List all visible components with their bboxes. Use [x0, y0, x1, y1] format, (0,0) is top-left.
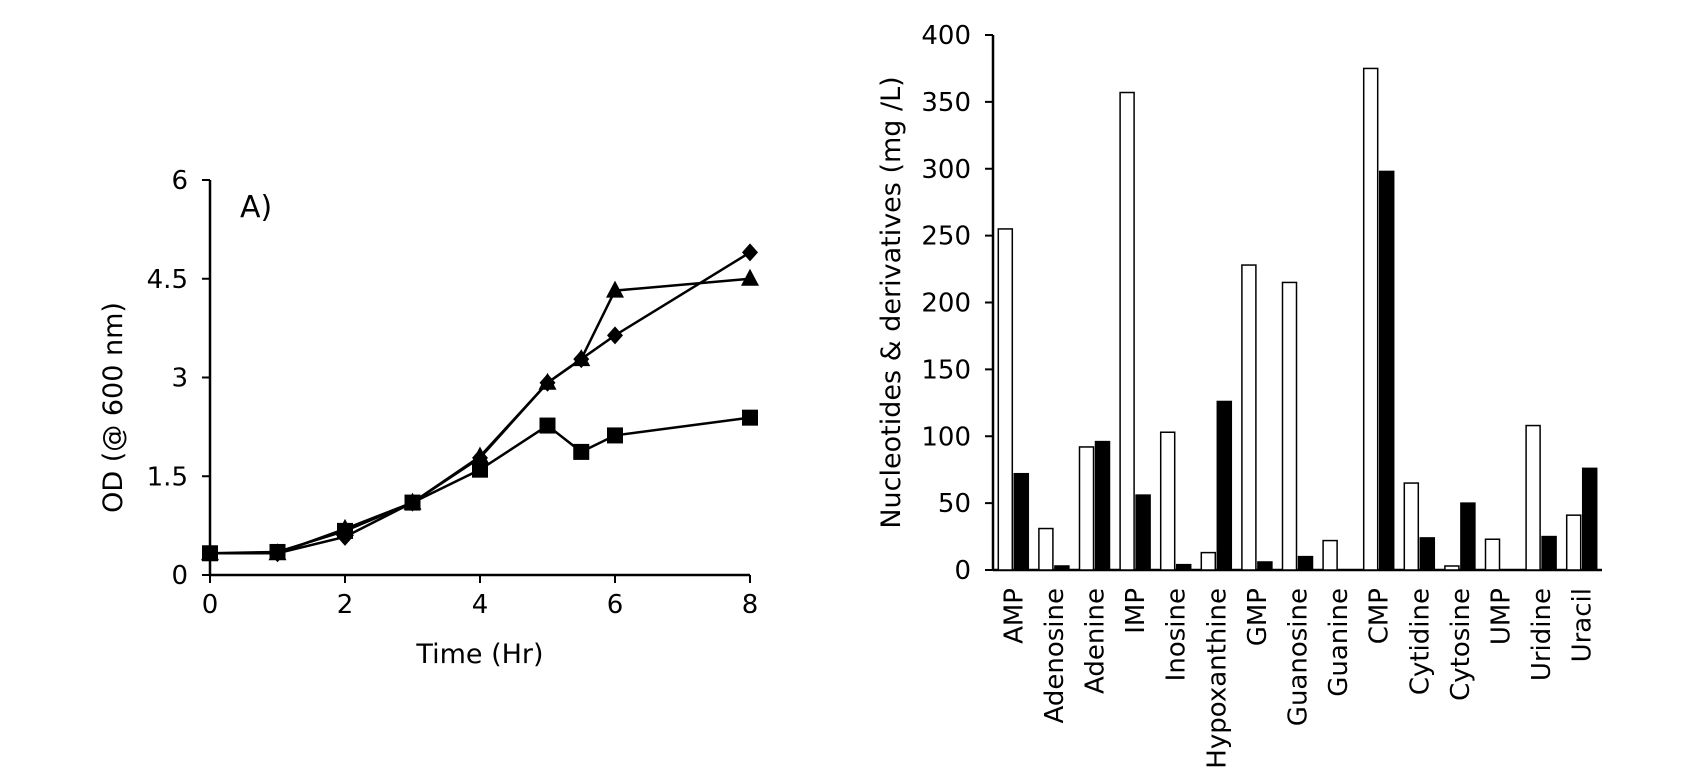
bar-chart-y-tick-label: 300 [921, 155, 971, 185]
growth-line-chart: 0 1.5 3 4.5 6 0 2 4 6 8 A) Time (Hr) OD (@ 600 n… [98, 166, 759, 670]
bar-chart-category-label: Guanosine [1284, 588, 1314, 726]
bar-chart-category-label: CMP [1365, 588, 1395, 644]
bar-chart-y-tick-label: 400 [921, 21, 971, 51]
bar-chart-y-tick-label: 100 [921, 422, 971, 452]
line-chart-y-tick-label: 1.5 [147, 462, 188, 492]
bar-chart-category-label: Adenine [1081, 588, 1111, 694]
line-chart-x-tick-label: 4 [472, 590, 489, 620]
bar-chart-category-label: Hypoxanthine [1202, 588, 1232, 769]
bar-chart-category-label: Inosine [1162, 588, 1192, 681]
line-chart-series-line [210, 277, 751, 555]
line-chart-y-tick-label: 6 [171, 166, 188, 196]
bar-chart-category-label: UMP [1487, 588, 1517, 645]
bar-chart-bar-filled [1419, 537, 1436, 571]
bar-chart-bar-open [1119, 91, 1135, 571]
line-chart-triangle-point [538, 372, 557, 390]
bar-chart-bar-open [1525, 424, 1541, 571]
line-chart-square-point [742, 409, 758, 426]
bar-chart-bar-open [1159, 431, 1176, 571]
bar-chart-bar-filled [1581, 467, 1598, 571]
line-chart-diamond-point [742, 243, 758, 262]
bar-chart-bar-filled [1297, 555, 1314, 571]
line-chart-x-tick-label: 8 [742, 590, 759, 620]
line-chart-y-axis-title: OD (@ 600 nm) [98, 302, 129, 513]
bar-chart-bar-filled [1054, 565, 1070, 571]
line-chart-square-point [539, 417, 556, 434]
bar-chart-category-label: Adenosine [1040, 588, 1070, 723]
bar-chart-bar-filled [1378, 170, 1395, 571]
bar-chart-bar-open [1038, 527, 1054, 571]
bar-chart-bar-open [1241, 264, 1257, 571]
bar-chart-bar-open [1444, 565, 1460, 571]
bar-chart-bar-filled [1541, 535, 1557, 571]
bar-chart-bar-open [1403, 482, 1420, 571]
panel-label: A) [240, 190, 272, 225]
line-chart-square-point [607, 427, 623, 444]
bar-chart-category-label: Cytosine [1446, 588, 1476, 701]
line-chart-y-tick-label: 3 [171, 364, 188, 394]
line-chart-square-point [337, 522, 353, 539]
bar-chart-y-axis-title: Nucleotides & derivatives (mg /L) [876, 76, 907, 528]
bar-chart-bar-filled [1013, 472, 1030, 571]
line-chart-x-tick-label: 6 [607, 590, 624, 620]
bar-chart-bar-open [997, 228, 1014, 571]
line-chart-triangle-point [606, 280, 624, 298]
line-chart-x-tick-label: 2 [337, 590, 354, 620]
bar-chart-category-labels: AMP Adenosine Adenine IMP Inosine Hypoxanthin… [999, 588, 1597, 769]
bar-chart-bar-filled [1175, 563, 1192, 571]
line-chart-y-ticks: 0 1.5 3 4.5 6 [147, 166, 210, 591]
bar-chart-bar-open [1322, 539, 1338, 571]
line-chart-x-ticks: 0 2 4 6 8 [202, 575, 759, 620]
line-chart-square-point [404, 494, 421, 511]
line-chart-x-axis-title: Time (Hr) [415, 639, 543, 670]
bar-chart-category-label: IMP [1121, 588, 1151, 634]
line-chart-diamond-point [607, 326, 623, 345]
bar-chart-bar-open [1281, 281, 1298, 571]
bar-chart-y-tick-label: 150 [921, 355, 971, 385]
bar-chart-bar-filled [1460, 502, 1476, 571]
line-chart-square-point [269, 543, 286, 560]
bar-chart-y-tick-label: 350 [921, 88, 971, 118]
line-chart-y-tick-label: 4.5 [147, 265, 188, 295]
line-chart-axes [208, 180, 750, 577]
bar-chart-category-label: Uridine [1527, 588, 1557, 681]
bar-chart-category-label: AMP [999, 588, 1029, 644]
line-chart-x-tick-label: 0 [202, 590, 219, 620]
bar-chart-bar-filled [1135, 494, 1151, 571]
line-chart-series [201, 243, 759, 563]
bar-chart-category-label: GMP [1243, 588, 1273, 646]
nucleotides-bar-chart: 0 50 100 150 200 250 300 350 400 AMP Adenosine Ade… [876, 21, 1602, 769]
bar-chart-bar-open [1078, 446, 1095, 571]
bar-chart-y-tick-label: 250 [921, 222, 971, 252]
line-chart-y-tick-label: 0 [171, 561, 188, 591]
line-chart-square-point [202, 545, 218, 562]
bar-chart-bar-open [1565, 514, 1582, 571]
bar-chart-category-label: Uracil [1568, 588, 1598, 662]
line-chart-triangle-point [471, 446, 489, 464]
bar-chart-bar-open [1200, 551, 1217, 571]
bar-chart-bar-filled [1094, 440, 1111, 571]
bar-chart-y-tick-label: 0 [954, 556, 971, 586]
line-chart-series-line [209, 416, 751, 555]
line-chart-series-line [210, 251, 751, 555]
bar-chart-y-tick-label: 200 [921, 289, 971, 319]
bar-chart-bar-filled [1257, 561, 1273, 571]
bar-chart-category-label: Guanine [1324, 588, 1354, 697]
line-chart-triangle-point [572, 349, 591, 367]
line-chart-square-point [472, 461, 488, 478]
line-chart-square-point [573, 443, 590, 460]
bar-chart-y-tick-label: 50 [938, 489, 971, 519]
bar-chart-bar-filled [1216, 400, 1233, 571]
bar-chart-bar-open [1484, 538, 1501, 571]
line-chart-triangle-point [741, 268, 759, 286]
bar-chart-category-label: Cytidine [1405, 588, 1435, 695]
bar-chart-bar-open [1362, 67, 1379, 571]
bar-chart-bars [997, 67, 1598, 571]
bar-chart-y-ticks: 0 50 100 150 200 250 300 350 400 [921, 21, 993, 586]
